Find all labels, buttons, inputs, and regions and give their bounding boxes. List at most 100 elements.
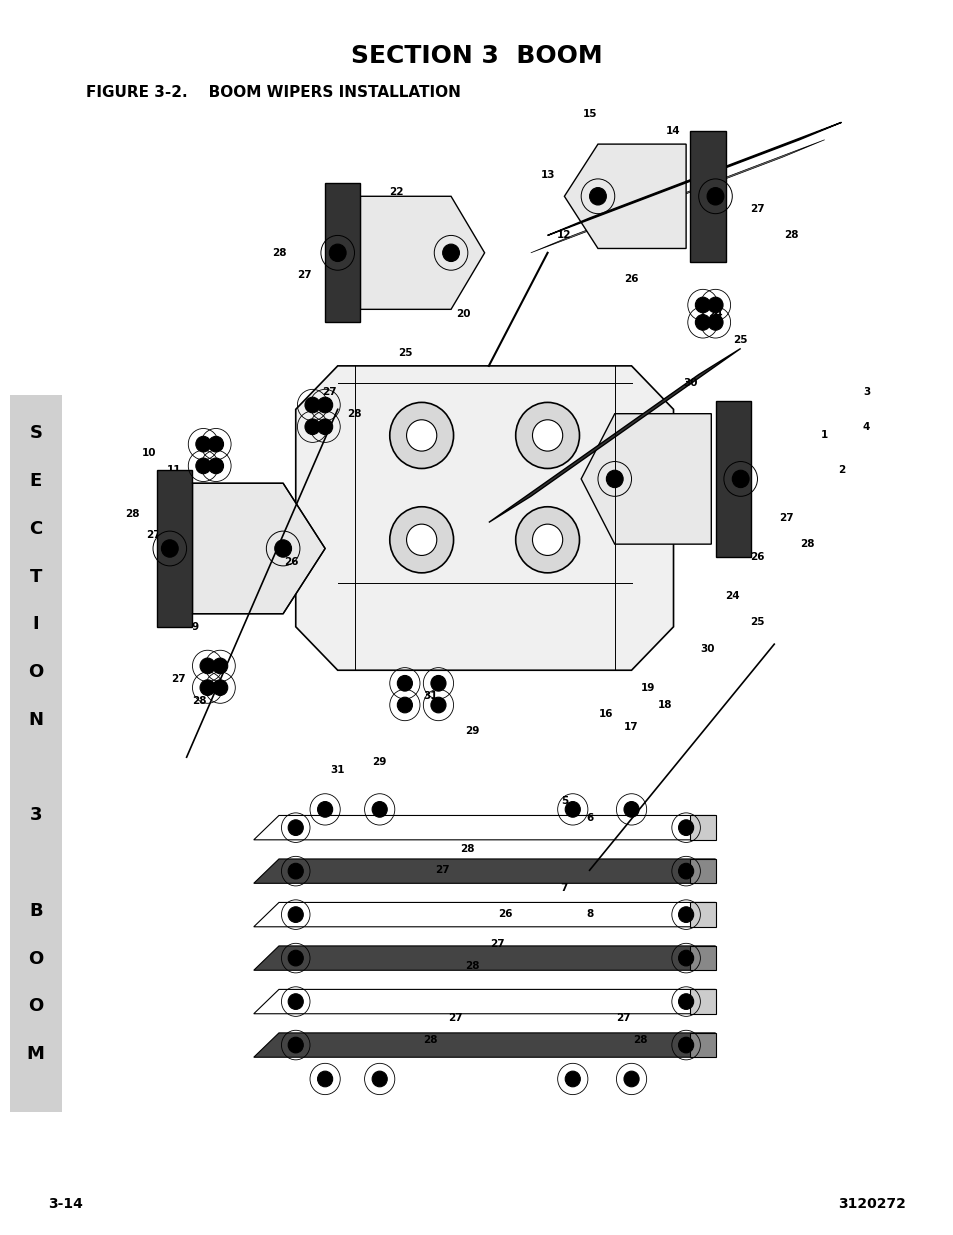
- Text: 26: 26: [497, 909, 513, 919]
- Text: 8: 8: [585, 909, 593, 919]
- Circle shape: [288, 950, 303, 966]
- Text: 25: 25: [749, 618, 764, 627]
- Polygon shape: [690, 989, 715, 1014]
- Circle shape: [390, 403, 453, 468]
- Text: 31: 31: [330, 766, 345, 776]
- Text: 29: 29: [372, 757, 387, 767]
- Text: 15: 15: [581, 109, 597, 119]
- Circle shape: [532, 420, 562, 451]
- Text: T: T: [30, 568, 42, 585]
- Text: 25: 25: [733, 335, 747, 345]
- Text: 24: 24: [724, 592, 739, 601]
- Polygon shape: [253, 903, 715, 926]
- Circle shape: [623, 1071, 639, 1087]
- Text: 27: 27: [448, 1013, 462, 1023]
- Text: 28: 28: [192, 695, 206, 705]
- Polygon shape: [253, 860, 715, 883]
- Polygon shape: [488, 348, 740, 522]
- Text: 28: 28: [464, 961, 478, 971]
- Circle shape: [623, 802, 639, 818]
- Circle shape: [564, 802, 579, 818]
- Circle shape: [200, 679, 215, 695]
- Text: S: S: [30, 425, 42, 442]
- Text: 29: 29: [464, 726, 478, 736]
- Text: SECTION 3  BOOM: SECTION 3 BOOM: [351, 43, 602, 68]
- Circle shape: [695, 298, 710, 312]
- Circle shape: [200, 658, 215, 674]
- Text: 14: 14: [665, 126, 680, 136]
- Text: 26: 26: [749, 552, 764, 562]
- Text: B: B: [29, 902, 43, 920]
- Text: N: N: [29, 711, 43, 729]
- Text: 27: 27: [616, 1013, 630, 1023]
- Text: 27: 27: [490, 939, 504, 950]
- Circle shape: [707, 298, 722, 312]
- Circle shape: [406, 420, 436, 451]
- Circle shape: [431, 698, 446, 713]
- Circle shape: [695, 315, 710, 330]
- Circle shape: [390, 506, 453, 573]
- Polygon shape: [253, 946, 715, 971]
- Circle shape: [213, 679, 228, 695]
- Text: 10: 10: [141, 448, 156, 458]
- Circle shape: [396, 676, 412, 692]
- Text: 20: 20: [456, 309, 471, 319]
- Text: 9: 9: [192, 621, 198, 632]
- Circle shape: [516, 506, 578, 573]
- Text: 21: 21: [347, 186, 361, 196]
- Circle shape: [707, 315, 722, 330]
- Circle shape: [431, 676, 446, 692]
- Circle shape: [372, 1071, 387, 1087]
- Polygon shape: [360, 196, 484, 309]
- Text: 19: 19: [640, 683, 655, 693]
- Circle shape: [678, 950, 693, 966]
- Text: 13: 13: [539, 169, 555, 179]
- Text: 17: 17: [623, 721, 639, 732]
- Text: 27: 27: [749, 204, 764, 215]
- Polygon shape: [690, 903, 715, 926]
- Polygon shape: [530, 140, 823, 253]
- Polygon shape: [253, 1032, 715, 1057]
- Bar: [157, 471, 193, 626]
- Circle shape: [678, 820, 693, 836]
- FancyBboxPatch shape: [10, 395, 62, 1112]
- Circle shape: [564, 1071, 579, 1087]
- Polygon shape: [564, 144, 685, 248]
- Circle shape: [678, 863, 693, 879]
- Circle shape: [732, 471, 748, 488]
- Text: 26: 26: [284, 557, 298, 567]
- Polygon shape: [580, 414, 711, 545]
- Circle shape: [317, 398, 333, 412]
- Polygon shape: [690, 860, 715, 883]
- Text: 28: 28: [125, 509, 139, 519]
- Text: 16: 16: [598, 709, 613, 719]
- Text: 3120272: 3120272: [838, 1197, 905, 1212]
- Circle shape: [372, 802, 387, 818]
- Circle shape: [288, 1037, 303, 1053]
- Circle shape: [706, 188, 723, 205]
- Circle shape: [305, 419, 320, 435]
- Circle shape: [317, 802, 333, 818]
- Circle shape: [288, 820, 303, 836]
- Bar: [715, 400, 750, 557]
- Text: 28: 28: [800, 540, 814, 550]
- Text: 31: 31: [422, 692, 436, 701]
- Text: 2: 2: [837, 466, 844, 475]
- Text: 30: 30: [682, 378, 697, 388]
- Text: 1: 1: [821, 431, 827, 441]
- Circle shape: [213, 658, 228, 674]
- Circle shape: [208, 436, 223, 452]
- Text: 4: 4: [862, 421, 869, 432]
- Text: 7: 7: [560, 883, 567, 893]
- Text: FIGURE 3-2.    BOOM WIPERS INSTALLATION: FIGURE 3-2. BOOM WIPERS INSTALLATION: [86, 85, 460, 100]
- Text: 30: 30: [700, 643, 714, 653]
- Polygon shape: [547, 122, 841, 236]
- Text: 27: 27: [146, 531, 160, 541]
- Text: 28: 28: [272, 248, 286, 258]
- Text: 22: 22: [389, 186, 403, 196]
- Polygon shape: [253, 989, 715, 1014]
- Text: 28: 28: [460, 844, 475, 853]
- Text: 3: 3: [862, 387, 869, 396]
- Circle shape: [678, 1037, 693, 1053]
- Circle shape: [396, 698, 412, 713]
